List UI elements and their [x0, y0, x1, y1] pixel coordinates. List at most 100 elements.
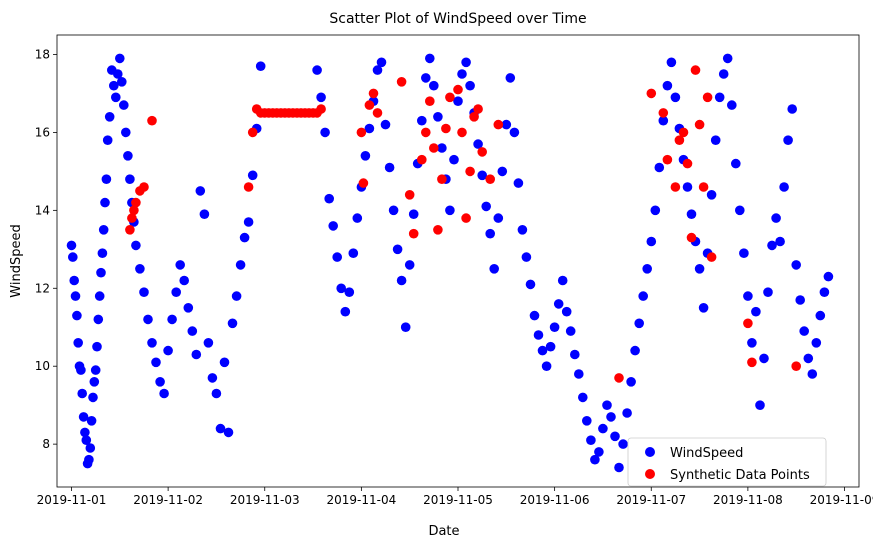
data-point — [743, 318, 753, 329]
data-point — [76, 365, 86, 375]
data-point — [400, 322, 411, 333]
data-point — [151, 357, 161, 368]
data-point — [473, 139, 483, 149]
data-point — [437, 174, 447, 184]
data-point — [421, 127, 431, 138]
data-point — [312, 65, 322, 75]
x-tick-label: 2019-11-01 — [37, 493, 107, 507]
data-point — [396, 77, 407, 87]
data-point — [421, 73, 431, 83]
data-point — [553, 299, 564, 309]
data-point — [582, 416, 592, 426]
data-point — [783, 135, 793, 145]
data-point — [525, 279, 536, 290]
data-point — [457, 127, 467, 138]
data-point — [606, 412, 616, 422]
data-point — [453, 96, 463, 106]
data-point — [678, 127, 689, 138]
data-point — [642, 264, 652, 274]
y-tick-label: 12 — [35, 281, 50, 295]
data-point — [485, 174, 496, 184]
data-point — [670, 182, 681, 192]
y-axis: 8 10 12 14 16 18 — [35, 47, 57, 451]
data-point — [533, 330, 544, 340]
data-point — [404, 190, 415, 200]
data-point — [376, 57, 387, 68]
legend-marker-synthetic — [645, 469, 655, 479]
data-point — [791, 260, 801, 270]
data-point — [66, 240, 77, 251]
data-point — [348, 248, 359, 258]
data-point — [102, 135, 113, 145]
data-point — [78, 412, 89, 422]
data-point — [493, 119, 504, 130]
data-point — [489, 264, 500, 274]
y-axis-label: WindSpeed — [9, 224, 24, 297]
data-point — [332, 252, 343, 262]
data-point — [485, 228, 496, 239]
data-point — [759, 353, 769, 364]
data-point — [247, 127, 258, 138]
data-point — [477, 147, 488, 157]
chart-title: Scatter Plot of WindSpeed over Time — [329, 11, 586, 27]
data-point — [96, 267, 106, 278]
data-point — [686, 232, 697, 243]
data-point — [698, 182, 709, 192]
data-point — [807, 369, 818, 379]
data-point — [191, 349, 202, 360]
x-tick-label: 2019-11-03 — [230, 493, 300, 507]
data-point — [163, 345, 173, 356]
data-point — [98, 225, 109, 235]
data-point — [755, 400, 765, 411]
data-point — [358, 178, 369, 188]
data-point — [634, 318, 644, 329]
data-point — [94, 291, 105, 301]
data-point — [610, 431, 620, 442]
data-point — [658, 108, 669, 118]
data-point — [743, 291, 753, 301]
data-point — [316, 104, 326, 114]
data-point — [590, 454, 600, 465]
y-tick-label: 14 — [35, 203, 50, 217]
x-tick-label: 2019-11-04 — [326, 493, 396, 507]
data-point — [465, 166, 475, 177]
data-point — [461, 213, 471, 223]
data-point — [529, 310, 540, 321]
data-point — [417, 154, 427, 165]
data-point — [694, 119, 705, 130]
data-point — [408, 228, 419, 239]
data-point — [255, 61, 266, 71]
data-point — [328, 221, 339, 231]
x-tick-label: 2019-11-07 — [616, 493, 686, 507]
data-point — [698, 303, 709, 313]
data-point — [92, 341, 102, 352]
data-point — [109, 80, 119, 91]
data-point — [235, 260, 246, 270]
data-point — [694, 264, 705, 274]
data-point — [565, 326, 576, 336]
y-tick-label: 10 — [35, 359, 50, 373]
data-point — [119, 100, 129, 110]
x-axis: 2019-11-01 2019-11-02 2019-11-03 2019-11-04… — [37, 487, 873, 507]
data-point — [372, 108, 383, 118]
data-point — [85, 443, 96, 453]
data-point — [509, 127, 520, 138]
data-point — [727, 100, 737, 110]
data-point — [586, 435, 596, 446]
data-point — [521, 252, 532, 262]
data-point — [735, 205, 745, 216]
data-point — [80, 427, 90, 438]
data-point — [167, 314, 177, 325]
data-point — [171, 287, 181, 298]
data-point — [139, 287, 149, 298]
data-point — [139, 182, 149, 192]
data-point — [147, 115, 157, 126]
data-point — [449, 154, 459, 165]
data-point — [453, 84, 463, 95]
data-point — [100, 197, 110, 208]
data-point — [481, 201, 492, 212]
data-point — [84, 454, 94, 465]
data-point — [81, 435, 92, 446]
data-point — [203, 338, 214, 348]
data-point — [360, 151, 371, 161]
